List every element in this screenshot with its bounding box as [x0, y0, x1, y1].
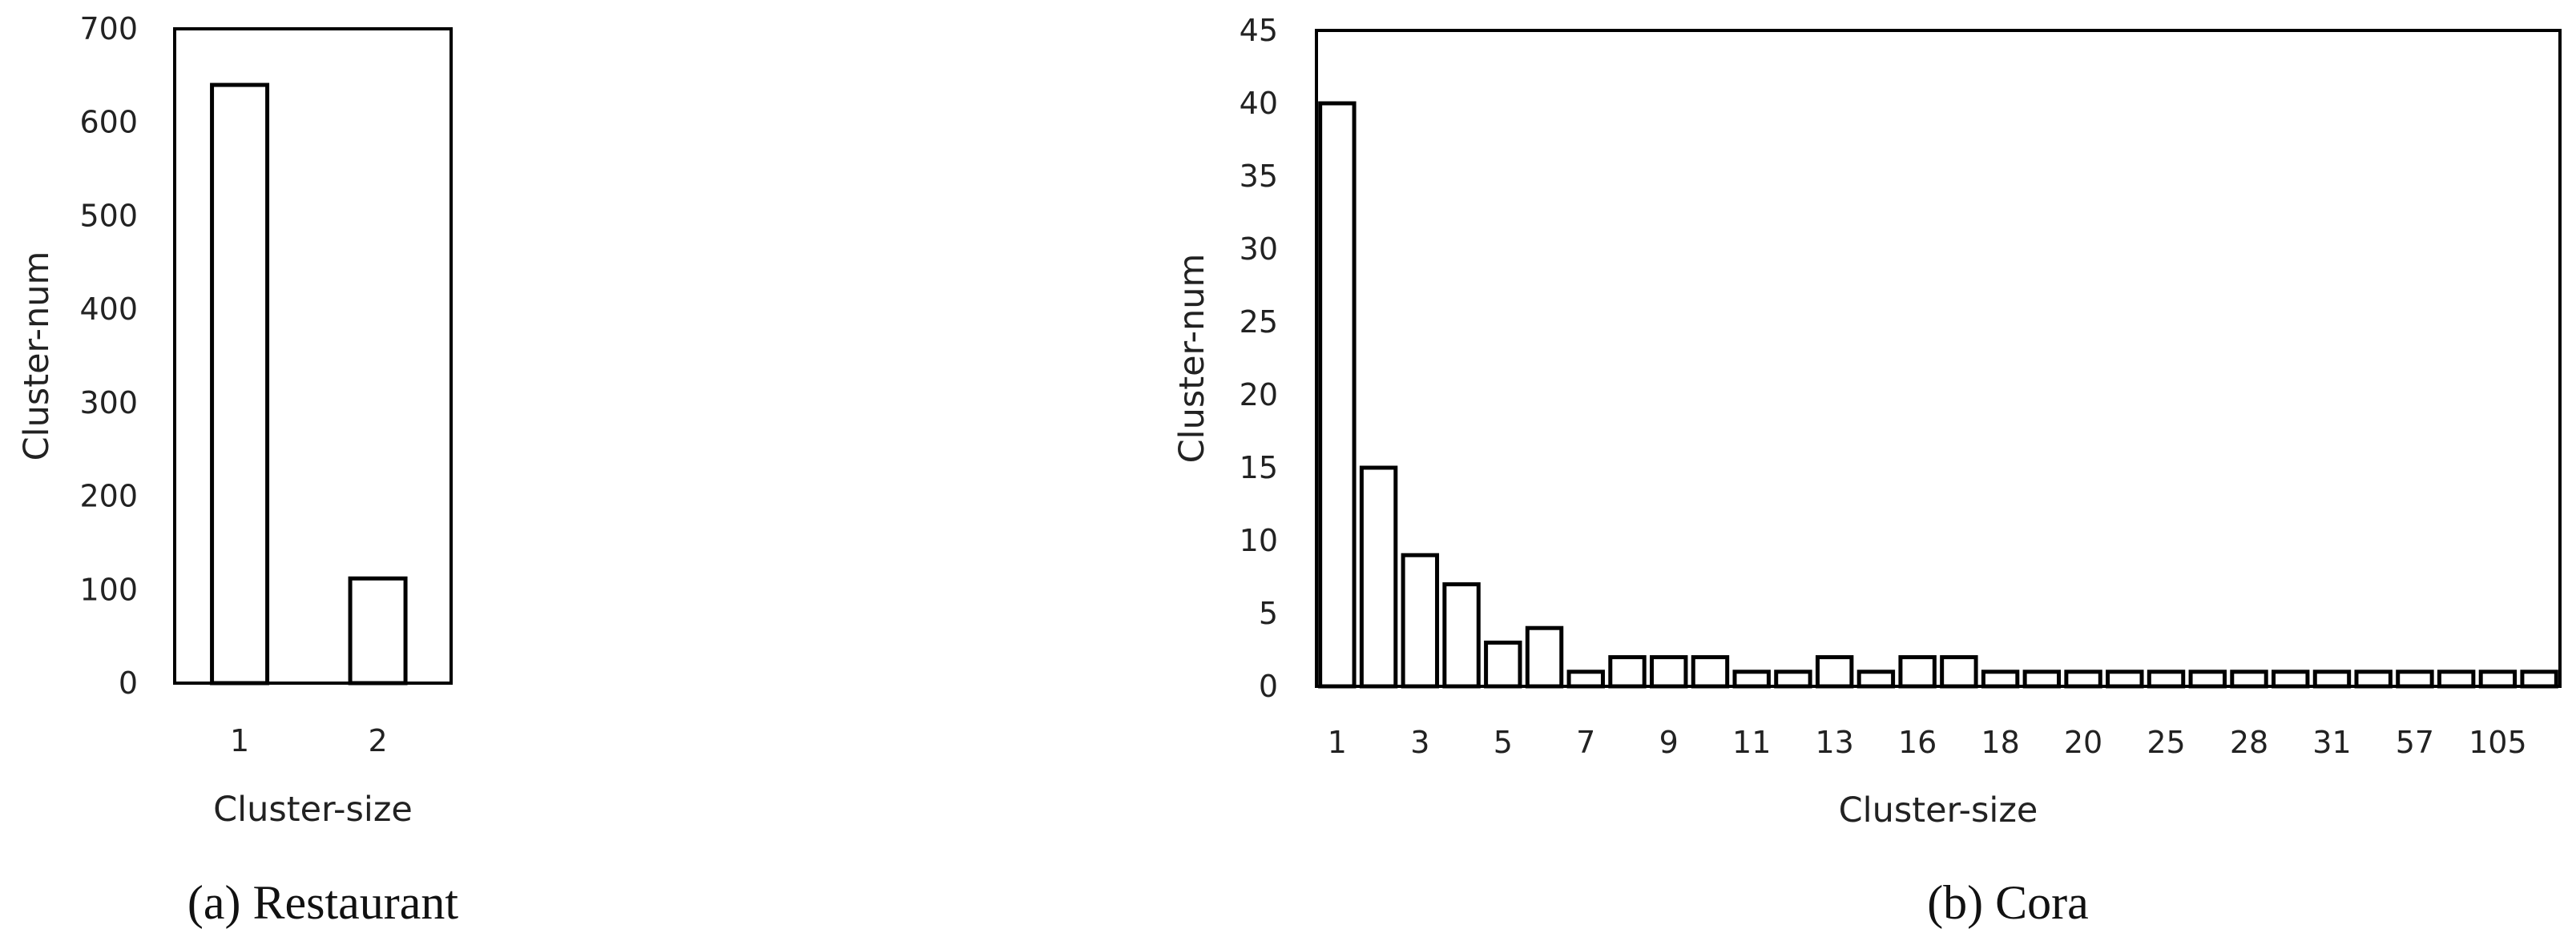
x-tick-label: 28	[2230, 725, 2268, 760]
y-tick-label: 30	[1240, 231, 1278, 267]
bar	[1484, 640, 1522, 689]
y-tick-label: 40	[1240, 86, 1278, 121]
bar	[1940, 655, 1978, 689]
y-tick-label: 100	[79, 572, 138, 607]
bar	[1359, 465, 1398, 689]
x-tick-label: 2	[368, 723, 387, 758]
y-tick-label: 200	[79, 479, 138, 514]
bar	[2437, 670, 2476, 689]
bar	[1774, 670, 1812, 689]
bar	[2272, 670, 2310, 689]
x-tick-label: 18	[1981, 725, 2019, 760]
x-axis-title: Cluster-size	[213, 790, 413, 830]
y-tick-label: 35	[1240, 159, 1278, 194]
y-tick-label: 10	[1240, 523, 1278, 558]
bar	[2106, 670, 2144, 689]
bar	[2478, 670, 2518, 689]
bar	[1401, 553, 1440, 689]
x-axis-title: Cluster-size	[1839, 790, 2038, 830]
bar	[2147, 670, 2186, 689]
y-tick-label: 700	[79, 11, 138, 46]
bar	[2520, 670, 2558, 689]
bar	[1566, 670, 1605, 689]
y-tick-label: 500	[79, 198, 138, 233]
bar	[1856, 670, 1896, 689]
x-tick-label: 20	[2064, 725, 2102, 760]
y-tick-label: 15	[1240, 450, 1278, 485]
bar	[2396, 670, 2434, 689]
y-tick-label: 5	[1259, 596, 1278, 631]
bar	[1442, 582, 1481, 689]
y-tick-label: 300	[79, 385, 138, 420]
y-tick-label: 45	[1240, 13, 1278, 48]
plot-frame	[1315, 29, 2562, 688]
x-tick-label: 25	[2147, 725, 2185, 760]
y-tick-label: 20	[1240, 377, 1278, 412]
y-tick-label: 25	[1240, 304, 1278, 340]
x-tick-label: 13	[1815, 725, 1853, 760]
y-tick-label: 0	[119, 666, 138, 701]
x-tick-label: 31	[2312, 725, 2351, 760]
y-axis-title: Cluster-num	[1172, 254, 1212, 464]
plot-frame	[173, 27, 453, 685]
x-tick-label: 7	[1576, 725, 1595, 760]
y-tick-label: 400	[79, 292, 138, 327]
chart-restaurant: 0 100 200 300 400 500 600 700 1 2 Cluster-size Clus…	[17, 11, 458, 929]
x-tick-label: 3	[1410, 725, 1429, 760]
x-tick-label: 9	[1659, 725, 1679, 760]
bar	[2188, 670, 2227, 689]
bar	[210, 82, 270, 686]
bar	[2354, 670, 2393, 689]
x-tick-label: 1	[1328, 725, 1347, 760]
y-tick-label: 0	[1259, 669, 1278, 704]
chart-caption: (a) Restaurant	[187, 876, 459, 929]
bar	[2230, 670, 2268, 689]
x-tick-label: 5	[1494, 725, 1513, 760]
bar	[1318, 101, 1357, 689]
bar	[1691, 655, 1730, 689]
x-tick-label: 105	[2469, 725, 2527, 760]
x-tick-label: 11	[1732, 725, 1771, 760]
bar	[1898, 655, 1937, 689]
bar	[1650, 655, 1688, 689]
bar	[1608, 655, 1647, 689]
y-axis-title: Cluster-num	[17, 251, 57, 461]
bar	[1525, 625, 1564, 689]
bar	[348, 576, 408, 686]
bar	[2064, 670, 2102, 689]
bar	[1981, 670, 2020, 689]
x-tick-label: 1	[230, 723, 249, 758]
bar	[2312, 670, 2352, 689]
chart-caption: (b) Cora	[1927, 876, 2089, 929]
x-tick-label: 57	[2396, 725, 2434, 760]
x-tick-label: 16	[1898, 725, 1937, 760]
bar	[1732, 670, 1771, 689]
y-tick-label: 600	[79, 105, 138, 140]
bar	[1815, 655, 1854, 689]
bar	[2022, 670, 2062, 689]
